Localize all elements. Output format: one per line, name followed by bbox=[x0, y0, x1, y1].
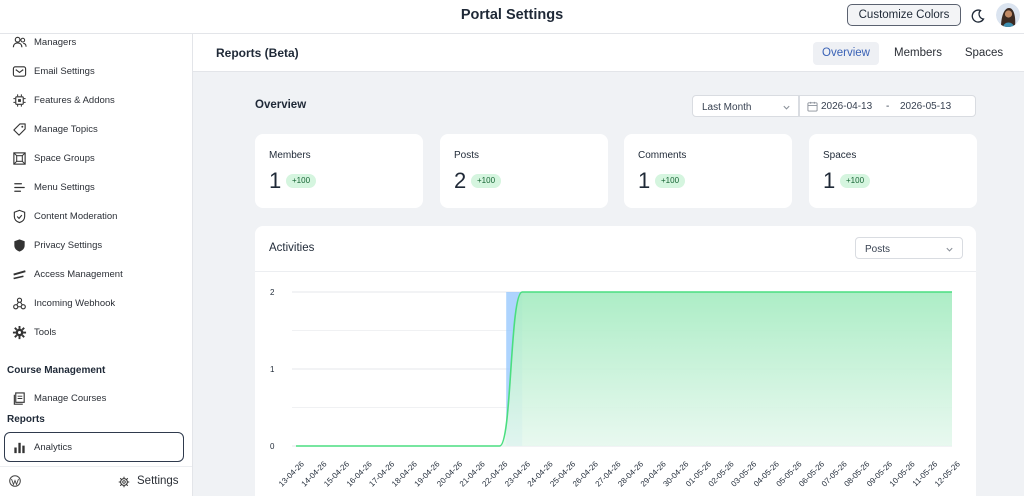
bar-chart-icon bbox=[14, 442, 25, 453]
sidebar-item-label: Incoming Webhook bbox=[34, 297, 116, 309]
sidebar-item-menu-settings[interactable]: Menu Settings bbox=[0, 176, 192, 198]
chip-icon bbox=[13, 93, 26, 107]
sidebar-item-privacy-settings[interactable]: Privacy Settings bbox=[0, 234, 192, 256]
grid-icon bbox=[13, 151, 26, 165]
sidebar-footer: Settings bbox=[0, 466, 192, 496]
tag-icon bbox=[13, 122, 26, 136]
gear-icon bbox=[12, 325, 27, 339]
page-title: Portal Settings bbox=[460, 7, 564, 23]
sidebar-item-label: Manage Topics bbox=[34, 123, 98, 135]
sidebar-item-content-moderation[interactable]: Content Moderation bbox=[0, 205, 192, 227]
users-icon bbox=[12, 36, 27, 47]
sidebar-item-label: Tools bbox=[34, 326, 57, 338]
avatar[interactable] bbox=[996, 3, 1020, 27]
reports-title: Reports (Beta) bbox=[216, 46, 299, 60]
stat-label: Posts bbox=[454, 150, 480, 161]
stat-delta-badge: +100 bbox=[655, 174, 686, 188]
section-heading-reports: Reports bbox=[7, 414, 45, 425]
wordpress-icon[interactable] bbox=[9, 475, 21, 487]
stat-delta-badge: +100 bbox=[471, 174, 502, 188]
activities-chart: 012 13-04-2614-04-2615-04-2616-04-2617-0… bbox=[270, 288, 962, 489]
y-tick-label: 1 bbox=[270, 365, 275, 374]
sidebar-item-label: Content Moderation bbox=[34, 210, 118, 222]
panel-divider bbox=[255, 271, 976, 272]
sidebar-item-features-addons[interactable]: Features & Addons bbox=[0, 89, 192, 111]
sidebar-item-label: Managers bbox=[34, 36, 77, 48]
sidebar-item-access-management[interactable]: Access Management bbox=[0, 263, 192, 285]
customize-colors-button[interactable]: Customize Colors bbox=[847, 4, 961, 26]
top-bar: Portal Settings Customize Colors bbox=[0, 0, 1024, 34]
series-line bbox=[296, 291, 952, 447]
calendar-icon bbox=[807, 101, 818, 112]
sidebar-item-label: Privacy Settings bbox=[34, 239, 103, 251]
chevron-down-icon bbox=[783, 105, 790, 110]
date-to: 2026-05-13 bbox=[900, 101, 952, 112]
sidebar-item-incoming-webhook[interactable]: Incoming Webhook bbox=[0, 292, 192, 314]
sidebar: Managers Email Settings Features & Addon… bbox=[0, 34, 193, 496]
series-area bbox=[296, 292, 952, 446]
sidebar-item-label: Manage Courses bbox=[34, 392, 107, 404]
sidebar-item-label: Space Groups bbox=[34, 152, 95, 164]
stat-delta-badge: +100 bbox=[286, 174, 317, 188]
stat-card-spaces: Spaces 1 +100 bbox=[809, 134, 977, 208]
stat-label: Comments bbox=[638, 150, 687, 161]
gear-icon bbox=[118, 476, 130, 488]
stat-label: Spaces bbox=[823, 150, 857, 161]
shield-check-icon bbox=[13, 209, 26, 223]
chevron-down-icon bbox=[946, 247, 953, 252]
activity-metric-value: Posts bbox=[865, 244, 891, 255]
sidebar-item-label: Email Settings bbox=[34, 65, 95, 77]
shield-icon bbox=[14, 238, 25, 252]
sidebar-item-label: Analytics bbox=[34, 441, 73, 453]
section-heading-course-management: Course Management bbox=[7, 365, 106, 376]
tab-spaces[interactable]: Spaces bbox=[964, 47, 1004, 59]
date-separator: - bbox=[886, 101, 890, 112]
sidebar-item-email-settings[interactable]: Email Settings bbox=[0, 60, 192, 82]
y-tick-label: 2 bbox=[270, 288, 275, 297]
stat-card-members: Members 1 +100 bbox=[255, 134, 423, 208]
overview-title: Overview bbox=[255, 99, 307, 111]
stat-card-comments: Comments 1 +100 bbox=[624, 134, 792, 208]
period-value: Last Month bbox=[702, 102, 752, 113]
tab-overview[interactable]: Overview bbox=[813, 42, 879, 65]
activities-title: Activities bbox=[269, 242, 315, 254]
courses-icon bbox=[13, 391, 25, 405]
stat-delta-badge: +100 bbox=[840, 174, 871, 188]
stat-value: 1 bbox=[823, 168, 836, 193]
settings-link[interactable]: Settings bbox=[137, 475, 179, 487]
moon-icon[interactable] bbox=[970, 8, 986, 24]
sidebar-item-manage-topics[interactable]: Manage Topics bbox=[0, 118, 192, 140]
stat-label: Members bbox=[269, 150, 311, 161]
activity-metric-select[interactable]: Posts bbox=[855, 237, 963, 259]
sidebar-item-space-groups[interactable]: Space Groups bbox=[0, 147, 192, 169]
sidebar-item-analytics-highlight bbox=[4, 432, 184, 462]
sidebar-item-label: Features & Addons bbox=[34, 94, 115, 106]
sidebar-item-label: Access Management bbox=[34, 268, 123, 280]
webhook-icon bbox=[13, 297, 26, 309]
menu-icon bbox=[14, 182, 25, 192]
stat-value: 1 bbox=[269, 168, 282, 193]
x-tick-label: 12-05-26 bbox=[933, 459, 962, 488]
sidebar-item-analytics[interactable]: Analytics bbox=[0, 436, 192, 458]
y-tick-label: 0 bbox=[270, 442, 275, 451]
sidebar-item-label: Menu Settings bbox=[34, 181, 95, 193]
stat-card-posts: Posts 2 +100 bbox=[440, 134, 608, 208]
stat-value: 1 bbox=[638, 168, 651, 193]
date-from: 2026-04-13 bbox=[821, 101, 873, 112]
sidebar-item-tools[interactable]: Tools bbox=[0, 321, 192, 343]
stat-value: 2 bbox=[454, 168, 467, 193]
sidebar-item-managers[interactable]: Managers bbox=[0, 31, 192, 53]
period-select[interactable]: Last Month bbox=[692, 95, 799, 117]
key-icon bbox=[13, 269, 26, 279]
sidebar-item-manage-courses[interactable]: Manage Courses bbox=[0, 387, 192, 409]
date-range-picker[interactable]: 2026-04-13 - 2026-05-13 bbox=[799, 95, 976, 117]
reports-header: Reports (Beta) Overview Members Spaces bbox=[193, 34, 1024, 72]
envelope-icon bbox=[12, 65, 27, 77]
tab-members[interactable]: Members bbox=[894, 47, 942, 59]
